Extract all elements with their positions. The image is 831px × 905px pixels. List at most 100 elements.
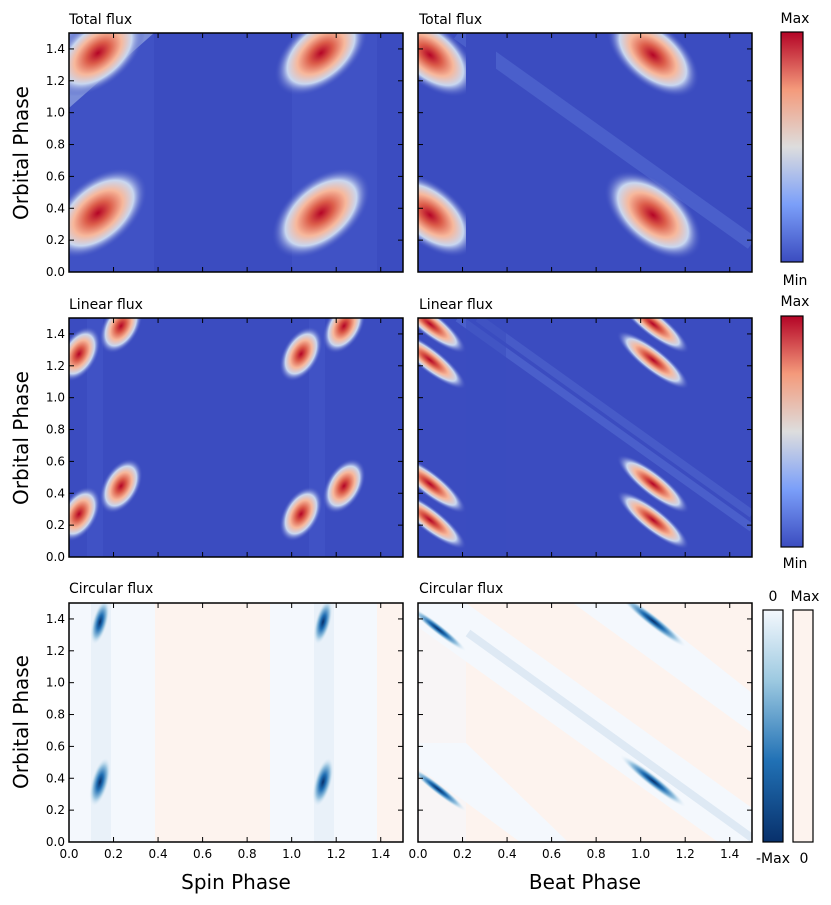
x-tick-label: 0.2 (104, 847, 123, 861)
heatmap-blob (418, 606, 467, 652)
colorbar-linear: Max Min (780, 294, 809, 572)
x-tick-label: 0.2 (453, 847, 472, 861)
y-tick-label: 0.4 (46, 771, 65, 785)
plot-frame (68, 317, 404, 558)
heatmap-blob (606, 33, 700, 98)
colorbar-gradient (762, 609, 784, 843)
heatmap-blob (99, 458, 143, 514)
heatmap-blob (418, 33, 496, 113)
panel-title: Linear flux (69, 297, 143, 313)
heatmap-blob (99, 318, 143, 354)
colorbar-bottom-label: -Max (756, 851, 790, 867)
heatmap-blob (322, 318, 366, 354)
colorbar-max-label: Max (781, 11, 810, 27)
plot-frame (68, 602, 404, 843)
y-tick-label: 0.4 (46, 201, 65, 215)
x-tick-label: 0.8 (238, 847, 257, 861)
y-tick-label: 0.2 (46, 518, 65, 532)
x-tick-label: 1.0 (282, 847, 301, 861)
y-tick-label: 1.0 (46, 391, 65, 405)
x-tick-label: 1.0 (631, 847, 650, 861)
colorbar-circular-positive: Max 0 (791, 589, 820, 867)
y-tick-label: 0.6 (46, 169, 65, 183)
panel-circular-beat (417, 602, 753, 843)
heatmap-blob (616, 318, 690, 354)
colorbar-circular-negative: 0 -Max (756, 589, 790, 867)
y-tick-label: 0.6 (46, 454, 65, 468)
axis-ticks: 0.0 0.2 0.4 0.6 0.8 1.0 1.2 1.4 0.0 0.2 0.4 0.6 0.8 1… (46, 33, 752, 861)
heatmap-blob (313, 603, 333, 646)
heatmap-blob (616, 454, 690, 514)
heatmap-blob (418, 318, 467, 354)
y-axis-label: Orbital Phase (9, 655, 33, 789)
heatmap-blob (616, 490, 690, 550)
panel-title: Total flux (68, 12, 132, 28)
heatmap-blob (418, 172, 496, 272)
y-tick-label: 0.8 (46, 423, 65, 437)
x-tick-label: 1.2 (327, 847, 346, 861)
y-tick-label: 0.4 (46, 486, 65, 500)
colorbar-gradient (792, 609, 814, 843)
panel-linear-beat (417, 317, 753, 558)
heatmap-blob (69, 167, 148, 259)
plot-frame (417, 602, 753, 843)
y-tick-label: 1.0 (46, 676, 65, 690)
x-tick-label: 0.0 (408, 847, 427, 861)
y-tick-label: 0.6 (46, 739, 65, 753)
heatmap-blob (619, 603, 687, 648)
y-tick-label: 0.2 (46, 233, 65, 247)
plot-frame (417, 317, 753, 558)
panel-title: Total flux (418, 12, 482, 28)
x-axis-label-beat: Beat Phase (529, 870, 641, 894)
y-tick-label: 0.0 (46, 835, 65, 849)
y-tick-label: 0.0 (46, 550, 65, 564)
heatmap-blob (69, 486, 101, 542)
heatmap-blob (312, 756, 334, 808)
x-tick-label: 0.4 (498, 847, 517, 861)
panel-linear-spin (68, 317, 404, 558)
heatmap-blob (279, 326, 323, 382)
y-tick-label: 1.0 (46, 106, 65, 120)
x-tick-label: 1.2 (676, 847, 695, 861)
y-tick-label: 1.4 (46, 327, 65, 341)
y-tick-label: 0.2 (46, 803, 65, 817)
heatmap-blob (418, 454, 467, 514)
heatmap-blob (279, 486, 323, 542)
heatmap-blob (418, 766, 467, 812)
heatmap-blob (90, 603, 110, 646)
plot-frame (68, 32, 404, 273)
y-axis-label: Orbital Phase (9, 371, 33, 505)
x-tick-label: 1.4 (371, 847, 390, 861)
panel-title: Circular flux (419, 581, 503, 597)
colorbar-total: Max Min (780, 11, 810, 289)
y-tick-label: 1.4 (46, 612, 65, 626)
x-axis-label-spin: Spin Phase (181, 870, 291, 894)
colorbar-top-label: Max (791, 589, 820, 605)
x-tick-label: 0.0 (59, 847, 78, 861)
heatmap-blob (69, 326, 101, 382)
panel-total-spin (68, 32, 404, 273)
x-tick-label: 1.4 (720, 847, 739, 861)
x-tick-label: 0.4 (149, 847, 168, 861)
y-tick-label: 1.2 (46, 74, 65, 88)
colorbar-min-label: Min (783, 273, 808, 289)
colorbar-gradient (780, 315, 804, 548)
heatmap-blob (616, 330, 690, 390)
heatmap-blob (418, 490, 467, 550)
colorbar-min-label: Min (783, 556, 808, 572)
heatmap-blob (274, 33, 368, 97)
colorbar-top-label: 0 (769, 589, 778, 605)
heatmap-blob (619, 754, 687, 808)
panel-total-beat (417, 32, 753, 273)
y-tick-label: 1.2 (46, 359, 65, 373)
y-tick-label: 1.4 (46, 42, 65, 56)
panel-title: Circular flux (69, 581, 153, 597)
heatmap-blob (418, 330, 467, 390)
x-tick-label: 0.8 (587, 847, 606, 861)
y-tick-label: 0.8 (46, 138, 65, 152)
y-tick-label: 1.2 (46, 644, 65, 658)
heatmap-blob (271, 167, 371, 259)
y-tick-label: 0.0 (46, 265, 65, 279)
y-tick-label: 0.8 (46, 708, 65, 722)
y-axis-label: Orbital Phase (9, 86, 33, 220)
